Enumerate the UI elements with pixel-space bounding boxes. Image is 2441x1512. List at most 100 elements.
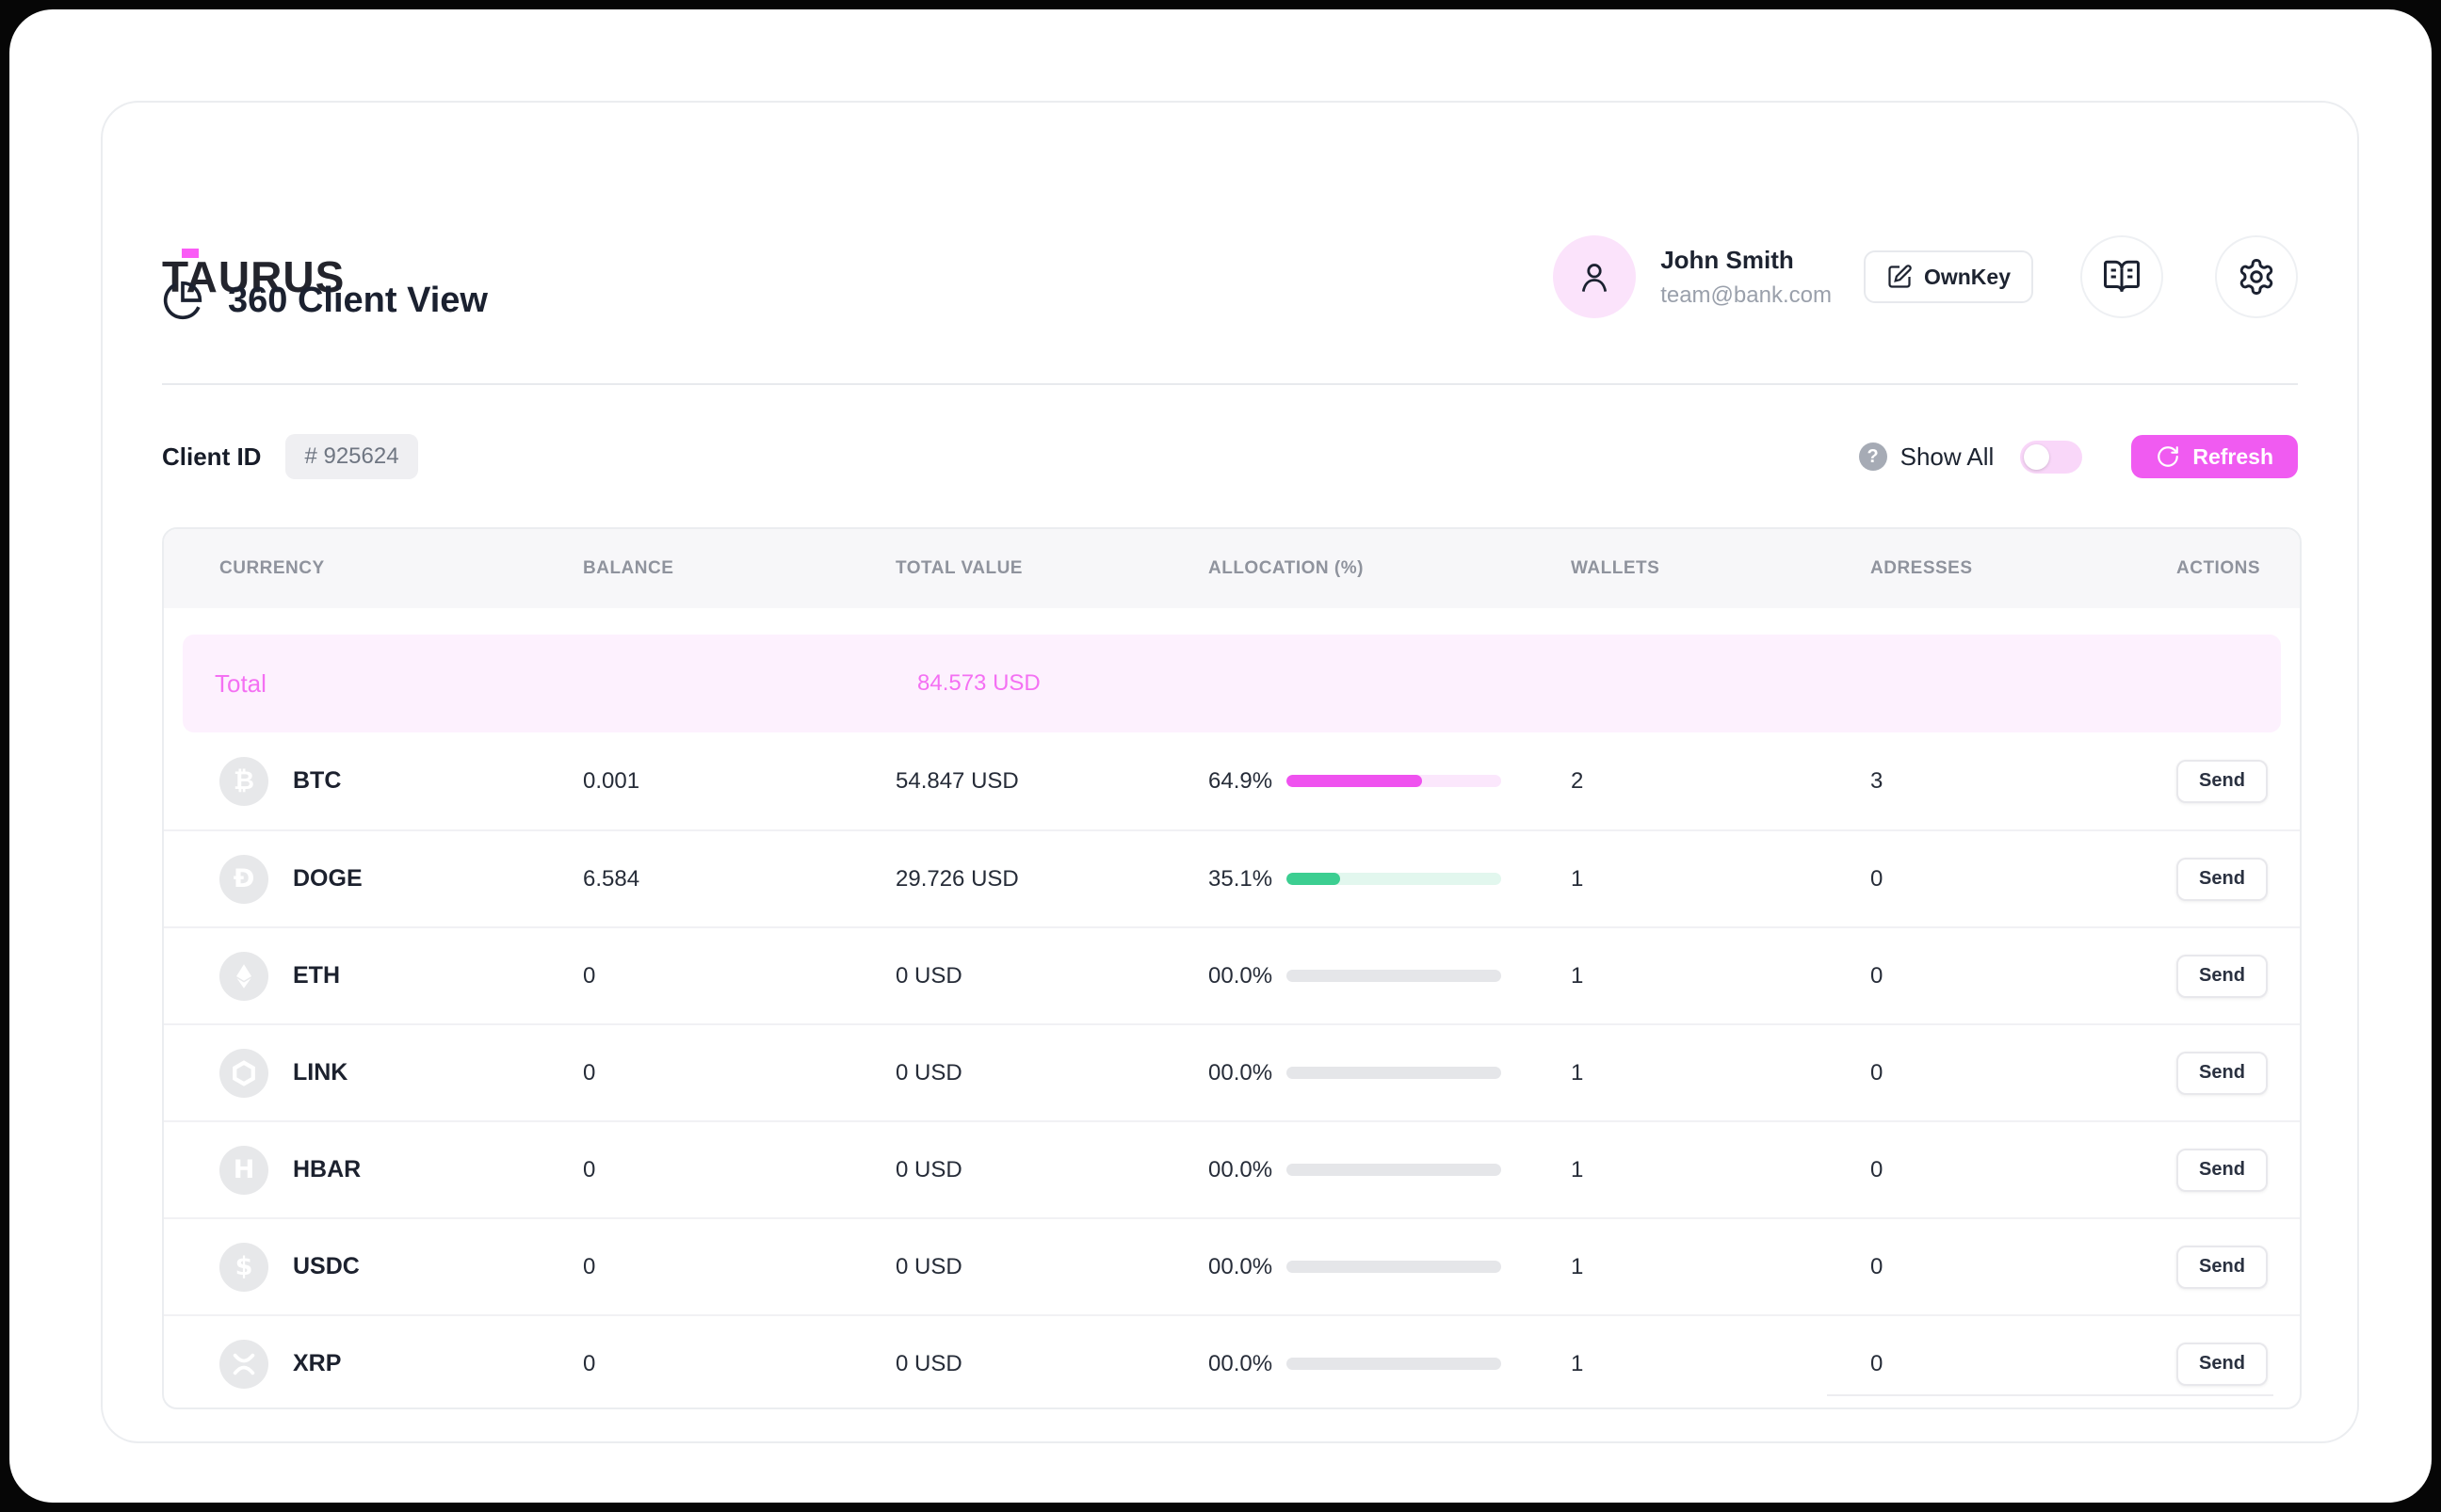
total-value: 84.573 USD bbox=[917, 670, 1041, 696]
send-button[interactable]: Send bbox=[2176, 1051, 2268, 1095]
table-row: $ USDC 0 0 USD 00.0% 1 0 Send bbox=[164, 1217, 2300, 1314]
toggle-knob bbox=[2024, 443, 2050, 470]
allocation-bar bbox=[1286, 1358, 1501, 1370]
logo-accent-mark bbox=[182, 249, 199, 258]
section-divider bbox=[162, 383, 2298, 385]
table-row: Đ DOGE 6.584 29.726 USD 35.1% 1 0 Send bbox=[164, 829, 2300, 926]
refresh-label: Refresh bbox=[2192, 443, 2273, 469]
person-icon bbox=[1574, 256, 1615, 298]
eth-icon bbox=[219, 951, 268, 1001]
portfolio-table: Currency Balance Total value Allocation (%)… bbox=[162, 527, 2302, 1409]
currency-label: BTC bbox=[293, 767, 342, 794]
currency-label: DOGE bbox=[293, 865, 363, 892]
client-id-label: Client ID bbox=[162, 442, 262, 471]
doge-icon: Đ bbox=[219, 854, 268, 904]
total-label: Total bbox=[215, 668, 267, 698]
gear-icon bbox=[2237, 257, 2276, 297]
column-header: Balance bbox=[583, 558, 674, 578]
balance-value: 0 bbox=[583, 1059, 596, 1086]
balance-value: 6.584 bbox=[583, 865, 640, 892]
addresses-count: 0 bbox=[1870, 1059, 1883, 1086]
edit-square-pen-icon bbox=[1886, 264, 1913, 290]
total-row: Total 84.573 USD bbox=[183, 635, 2281, 732]
settings-button[interactable] bbox=[2215, 235, 2298, 318]
app-window: TAURUS John Smith team@bank.com bbox=[9, 9, 2432, 1503]
wallets-count: 1 bbox=[1571, 1350, 1584, 1376]
allocation-bar bbox=[1286, 1261, 1501, 1273]
currency-label: XRP bbox=[293, 1350, 342, 1376]
show-all-toggle[interactable] bbox=[2020, 440, 2083, 474]
scroll-hint-line bbox=[1827, 1394, 2273, 1396]
wallets-count: 1 bbox=[1571, 865, 1584, 892]
card-header: TAURUS John Smith team@bank.com bbox=[162, 225, 2298, 329]
client-id-badge: # 925624 bbox=[285, 434, 418, 479]
allocation-percent: 00.0% bbox=[1208, 1350, 1273, 1376]
page-title: 360 Client View bbox=[228, 280, 488, 320]
total-value-cell: 0 USD bbox=[896, 1156, 962, 1182]
usdc-icon: $ bbox=[219, 1242, 268, 1292]
column-header: Wallets bbox=[1571, 558, 1660, 578]
allocation-percent: 35.1% bbox=[1208, 865, 1273, 892]
send-button[interactable]: Send bbox=[2176, 1148, 2268, 1192]
wallets-count: 2 bbox=[1571, 767, 1584, 794]
balance-value: 0 bbox=[583, 1156, 596, 1182]
total-value-cell: 54.847 USD bbox=[896, 767, 1019, 794]
table-row: XRP 0 0 USD 00.0% 1 0 Send bbox=[164, 1314, 2300, 1407]
send-button[interactable]: Send bbox=[2176, 857, 2268, 901]
allocation-percent: 00.0% bbox=[1208, 1156, 1273, 1182]
total-value-cell: 0 USD bbox=[896, 1059, 962, 1086]
refresh-icon bbox=[2156, 444, 2180, 469]
docs-button[interactable] bbox=[2080, 235, 2163, 318]
logo-text: TAURUS bbox=[162, 252, 346, 301]
currency-label: LINK bbox=[293, 1059, 348, 1086]
currency-label: HBAR bbox=[293, 1156, 362, 1182]
table-row: H HBAR 0 0 USD 00.0% 1 0 Send bbox=[164, 1120, 2300, 1217]
addresses-count: 0 bbox=[1870, 1253, 1883, 1279]
wallets-count: 1 bbox=[1571, 962, 1584, 989]
table-row: ETH 0 0 USD 00.0% 1 0 Send bbox=[164, 926, 2300, 1023]
help-icon[interactable]: ? bbox=[1858, 442, 1887, 471]
ownkey-button[interactable]: OwnKey bbox=[1863, 250, 2033, 303]
allocation-percent: 64.9% bbox=[1208, 767, 1273, 794]
hbar-icon: H bbox=[219, 1145, 268, 1195]
wallets-count: 1 bbox=[1571, 1156, 1584, 1182]
total-value-cell: 29.726 USD bbox=[896, 865, 1019, 892]
wallets-count: 1 bbox=[1571, 1253, 1584, 1279]
user-email: team@bank.com bbox=[1660, 281, 1832, 308]
table-body: ₿ BTC 0.001 54.847 USD 64.9% 2 3 Send Đ … bbox=[164, 732, 2300, 1407]
balance-value: 0 bbox=[583, 1253, 596, 1279]
balance-value: 0 bbox=[583, 962, 596, 989]
table-row: LINK 0 0 USD 00.0% 1 0 Send bbox=[164, 1023, 2300, 1120]
currency-label: ETH bbox=[293, 962, 340, 989]
link-icon bbox=[219, 1048, 268, 1098]
total-value-cell: 0 USD bbox=[896, 962, 962, 989]
column-header: Allocation (%) bbox=[1208, 558, 1364, 578]
currency-label: USDC bbox=[293, 1253, 360, 1279]
column-header: Adresses bbox=[1870, 558, 1973, 578]
client-bar: Client ID # 925624 ? Show All Refresh bbox=[162, 434, 2298, 479]
user-cluster: John Smith team@bank.com OwnKey bbox=[1553, 235, 2298, 318]
allocation-bar-fill bbox=[1286, 873, 1340, 885]
avatar[interactable] bbox=[1553, 235, 1637, 318]
send-button[interactable]: Send bbox=[2176, 954, 2268, 998]
user-meta: John Smith team@bank.com bbox=[1660, 246, 1832, 309]
addresses-count: 0 bbox=[1870, 1156, 1883, 1182]
show-all-label: Show All bbox=[1899, 442, 1995, 471]
addresses-count: 3 bbox=[1870, 767, 1883, 794]
column-header: Actions bbox=[2176, 558, 2260, 578]
balance-value: 0.001 bbox=[583, 767, 640, 794]
send-button[interactable]: Send bbox=[2176, 1342, 2268, 1386]
main-card: TAURUS John Smith team@bank.com bbox=[101, 101, 2359, 1443]
allocation-percent: 00.0% bbox=[1208, 1253, 1273, 1279]
allocation-bar bbox=[1286, 1164, 1501, 1176]
addresses-count: 0 bbox=[1870, 1350, 1883, 1376]
ownkey-label: OwnKey bbox=[1923, 264, 2011, 289]
open-book-icon bbox=[2102, 257, 2142, 297]
refresh-button[interactable]: Refresh bbox=[2131, 435, 2298, 478]
table-row: ₿ BTC 0.001 54.847 USD 64.9% 2 3 Send bbox=[164, 732, 2300, 829]
send-button[interactable]: Send bbox=[2176, 759, 2268, 803]
btc-icon: ₿ bbox=[219, 756, 268, 806]
send-button[interactable]: Send bbox=[2176, 1245, 2268, 1289]
allocation-bar bbox=[1286, 775, 1501, 787]
allocation-percent: 00.0% bbox=[1208, 962, 1273, 989]
